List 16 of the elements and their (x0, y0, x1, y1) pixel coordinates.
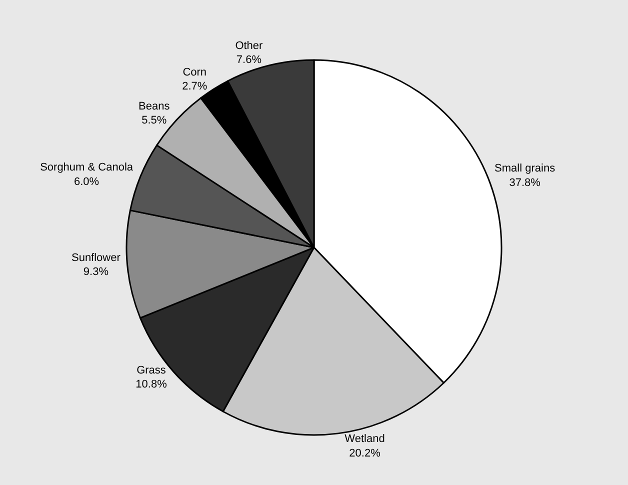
slice-label: Sorghum & Canola (40, 161, 134, 174)
slice-label: Beans (138, 100, 170, 112)
data-label: 2.7% (182, 80, 208, 93)
data-label: 10.8% (136, 378, 168, 391)
slice-label: Sunflower (71, 252, 121, 264)
slice-label: Other (235, 40, 264, 52)
data-label: 20.2% (349, 448, 381, 460)
slice-label: Small grains (494, 162, 556, 175)
slice-label: Grass (136, 364, 166, 376)
data-label: 7.6% (236, 54, 262, 66)
data-label: 6.0% (74, 176, 100, 188)
slice-label: Corn (182, 66, 207, 78)
data-label: 5.5% (142, 114, 167, 127)
data-label: 9.3% (83, 266, 109, 278)
slice-label: Wetland (344, 433, 385, 446)
data-label: 37.8% (509, 176, 541, 189)
